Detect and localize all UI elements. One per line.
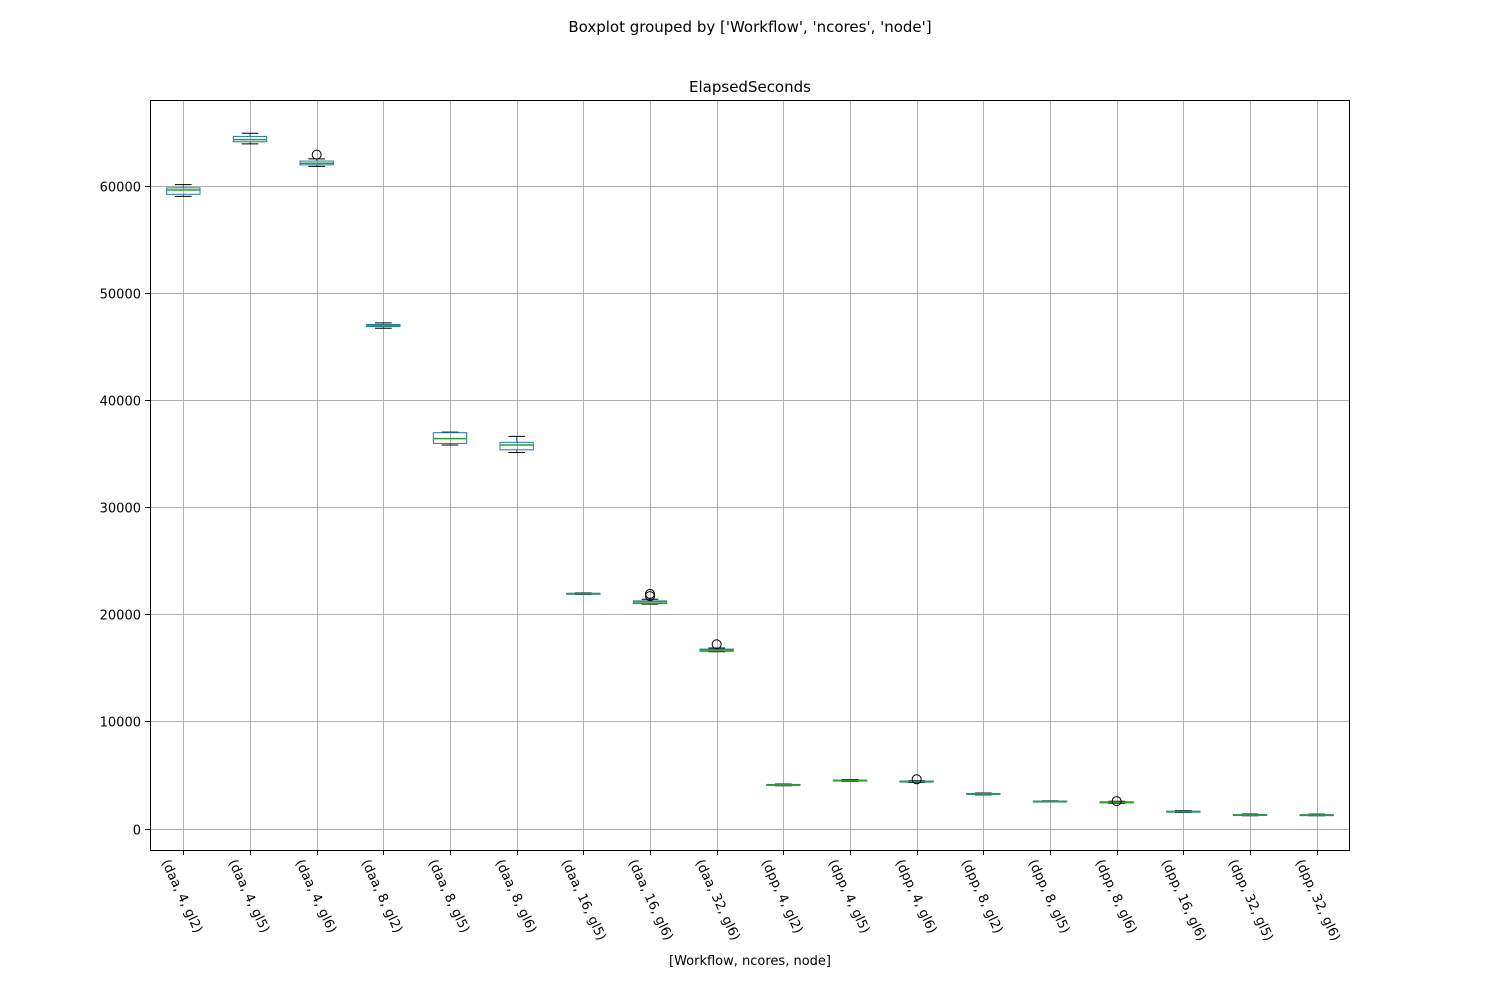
outlier-point [1111, 796, 1122, 807]
box-group [166, 184, 201, 197]
outlier-point [311, 149, 322, 160]
box-group [232, 132, 268, 145]
x-tick-label: (dpp, 8, gl6) [1092, 857, 1139, 936]
box-group [766, 783, 801, 787]
x-tick-label: (daa, 4, gl5) [225, 857, 272, 935]
box-group [1232, 813, 1268, 817]
box-group [499, 435, 534, 453]
x-tick-label: (dpp, 4, gl5) [825, 857, 872, 936]
x-tick-label: (dpp, 4, gl2) [758, 857, 805, 936]
y-tick-label: 60000 [100, 181, 141, 196]
x-tick-label: (daa, 8, gl2) [358, 857, 405, 935]
x-axis-label: [Workflow, ncores, node] [669, 954, 831, 969]
y-tick-label: 40000 [100, 395, 141, 410]
box-group [1099, 796, 1134, 807]
box-group [1299, 813, 1334, 817]
outlier-point [645, 588, 655, 599]
axes-title: ElapsedSeconds [689, 78, 811, 96]
box-group [899, 774, 934, 785]
box-group [832, 779, 868, 782]
box-group [566, 592, 601, 595]
x-tick-label: (daa, 8, gl5) [425, 857, 472, 935]
outlier-point [911, 774, 922, 785]
x-tick-label: (dpp, 32, gl6) [1292, 857, 1343, 943]
box-group [1166, 810, 1201, 813]
x-tick-label: (daa, 32, gl6) [692, 857, 743, 943]
plot-frame [150, 100, 1350, 851]
x-tick-label: (daa, 8, gl6) [492, 857, 539, 935]
y-tick-label: 50000 [100, 288, 141, 303]
box-group [432, 431, 468, 446]
chart-suptitle: Boxplot grouped by ['Workflow', 'ncores'… [568, 18, 931, 36]
box-group [1032, 800, 1068, 803]
y-tick-label: 10000 [100, 716, 141, 731]
x-tick-label: (dpp, 4, gl6) [892, 857, 939, 936]
x-axis-ticks: (daa, 4, gl2) (daa, 4, gl5) (daa, 4, gl6) (… [158, 850, 1343, 944]
x-tick-label: (daa, 4, gl6) [292, 857, 339, 935]
box-group [299, 149, 334, 167]
y-tick-label: 30000 [100, 502, 141, 517]
box-group [366, 322, 401, 329]
x-tick-label: (daa, 4, gl2) [158, 857, 205, 935]
box-iqr [499, 441, 534, 451]
box-group [699, 639, 734, 653]
x-tick-label: (dpp, 8, gl2) [958, 857, 1005, 936]
x-tick-label: (dpp, 16, gl6) [1158, 857, 1209, 943]
box-group [632, 588, 668, 605]
x-tick-label: (daa, 16, gl6) [625, 857, 676, 943]
y-tick-label: 20000 [100, 609, 141, 624]
box-group [966, 792, 1001, 796]
x-tick-label: (dpp, 8, gl5) [1025, 857, 1072, 936]
y-tick-label: 0 [133, 824, 141, 839]
grid-lines [150, 100, 1350, 850]
x-tick-label: (dpp, 32, gl5) [1225, 857, 1276, 943]
box-series [166, 132, 1334, 817]
outlier-point [711, 639, 722, 650]
box-iqr [166, 187, 201, 195]
x-tick-label: (daa, 16, gl5) [558, 857, 609, 943]
y-axis-ticks: 0 10000 20000 30000 40000 50000 60000 [100, 181, 150, 839]
